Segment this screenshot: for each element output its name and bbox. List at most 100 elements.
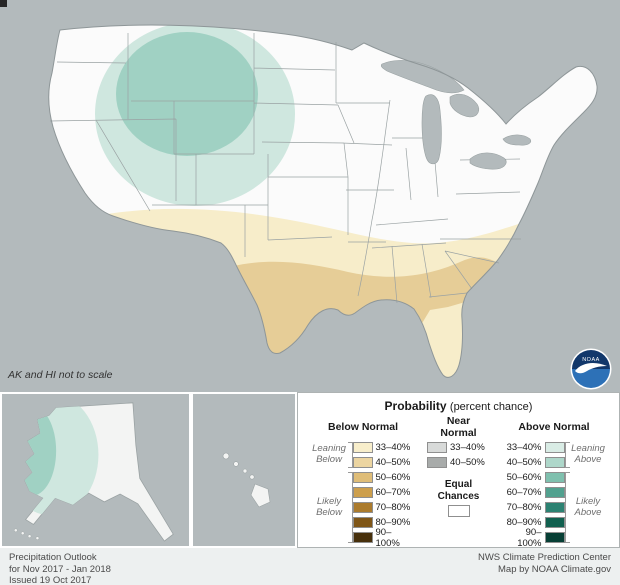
leaning-above-label: Leaning Above <box>571 443 605 465</box>
likely-below-bracket <box>347 472 353 543</box>
leaning-below-label: Leaning Below <box>312 443 346 465</box>
above-rows: 33–40% 40–50% 50–60% <box>502 440 565 549</box>
legend-row: 70–80% <box>502 500 565 515</box>
legend-row: 40–50% <box>427 455 490 470</box>
seagull-icon <box>575 363 607 374</box>
equal-chances-label: Equal Chances <box>437 479 480 502</box>
legend-row: 60–70% <box>502 485 565 500</box>
footer-source: NWS Climate Prediction Center <box>477 552 611 563</box>
leaning-above-bracket <box>564 442 570 468</box>
footer: Precipitation Outlook for Nov 2017 - Jan… <box>0 548 620 585</box>
legend-row-label: 50–60% <box>375 472 411 483</box>
above-swatch <box>544 457 565 468</box>
near-rows: 33–40% 40–50% <box>427 440 490 470</box>
legend-row: 80–90% <box>502 515 565 530</box>
footer-title: Precipitation Outlook <box>9 552 97 563</box>
lake-huron <box>449 93 480 118</box>
legend-row-label: 40–50% <box>506 457 542 468</box>
legend-row-label: 40–50% <box>450 457 485 468</box>
likely-above-bracket <box>564 472 570 543</box>
above-swatch <box>544 532 565 543</box>
lake-michigan <box>421 94 442 165</box>
footer-issued: Issued 19 Oct 2017 <box>9 575 92 585</box>
above-swatch <box>544 517 565 528</box>
legend-row: 50–60% <box>502 470 565 485</box>
bottom-panel: Probability (percent chance) Below Norma… <box>0 392 620 549</box>
footer-credit: Map by NOAA Climate.gov <box>498 563 611 575</box>
us-map <box>48 24 598 378</box>
alaska-inset <box>0 392 191 548</box>
legend-row-label: 90–100% <box>375 526 400 549</box>
legend-row-label: 80–90% <box>506 517 542 528</box>
above-swatch <box>544 502 565 513</box>
legend-row-label: 70–80% <box>506 502 542 513</box>
logo-bottom-half <box>572 369 610 388</box>
below-swatch <box>352 457 373 468</box>
below-swatch <box>352 442 373 453</box>
lake-erie <box>469 152 507 170</box>
legend-row: 50–60% <box>352 470 416 485</box>
below-swatch <box>352 532 373 543</box>
below-rows: 33–40% 40–50% 50–60% <box>352 440 416 549</box>
legend-row-label: 60–70% <box>375 487 411 498</box>
legend-row-label: 90–100% <box>517 526 542 549</box>
legend-title-sub: (percent chance) <box>449 401 533 413</box>
above-swatch <box>544 487 565 498</box>
footer-period: for Nov 2017 - Jan 2018 <box>9 563 111 575</box>
legend-row: 33–40% <box>352 440 416 455</box>
near-swatch <box>427 457 447 468</box>
footer-right: NWS Climate Prediction Center Map by NOA… <box>478 552 611 585</box>
legend-row-label: 60–70% <box>506 487 542 498</box>
above-swatch <box>544 442 565 453</box>
hawaiian-islands <box>222 452 271 508</box>
below-side-labels: Leaning Below Likely Below <box>311 440 353 545</box>
lake-superior <box>380 60 465 94</box>
legend-column-below: Below Normal Leaning Below Likely Below <box>311 415 416 549</box>
us-coastline <box>48 24 598 378</box>
legend-row: 90–100% <box>352 527 416 549</box>
legend-row-label: 80–90% <box>375 517 411 528</box>
state-borders <box>49 33 521 304</box>
likely-below-label: Likely Below <box>316 495 342 518</box>
legend-columns: Below Normal Leaning Below Likely Below <box>298 414 619 549</box>
legend-row: 90–100% <box>502 527 565 549</box>
below-swatch <box>352 487 373 498</box>
legend-title-main: Probability <box>384 399 447 413</box>
below-normal-header: Below Normal <box>327 420 398 433</box>
equal-chances-block: Equal Chances <box>437 479 480 517</box>
below-swatch <box>352 517 373 528</box>
legend-row: 40–50% <box>502 455 565 470</box>
big-island <box>250 483 271 508</box>
logo-text: NOAA <box>582 357 600 363</box>
below-swatch <box>352 502 373 513</box>
legend-row-label: 40–50% <box>375 457 411 468</box>
equal-chances-swatch <box>447 505 470 517</box>
legend-column-above: Above Normal 33–40% 40–50% <box>502 415 607 549</box>
near-normal-header: Near Normal <box>440 414 477 439</box>
probability-legend: Probability (percent chance) Below Norma… <box>297 392 620 549</box>
above-side-labels: Leaning Above Likely Above <box>564 440 607 545</box>
footer-left: Precipitation Outlook for Nov 2017 - Jan… <box>9 552 111 585</box>
legend-row: 80–90% <box>352 515 416 530</box>
above-swatch <box>544 472 565 483</box>
near-swatch <box>427 442 447 453</box>
hawaii-inset <box>191 392 297 548</box>
legend-row-label: 33–40% <box>375 442 411 453</box>
noaa-logo: NOAA <box>570 348 612 390</box>
legend-row-label: 50–60% <box>506 472 542 483</box>
legend-row: 70–80% <box>352 500 416 515</box>
aleutian-islands <box>13 528 40 540</box>
lake-ontario <box>502 134 532 146</box>
legend-row: 60–70% <box>352 485 416 500</box>
above-normal-header: Above Normal <box>518 420 590 433</box>
legend-title: Probability (percent chance) <box>298 399 619 413</box>
likely-above-label: Likely Above <box>574 495 602 518</box>
leaning-below-bracket <box>347 442 353 468</box>
hawaii-map <box>193 394 295 546</box>
above-normal-40-50-region <box>116 32 258 156</box>
map-scale-note: AK and HI not to scale <box>8 369 113 381</box>
legend-row-label: 33–40% <box>506 442 542 453</box>
legend-row-label: 33–40% <box>450 442 485 453</box>
below-swatch <box>352 472 373 483</box>
